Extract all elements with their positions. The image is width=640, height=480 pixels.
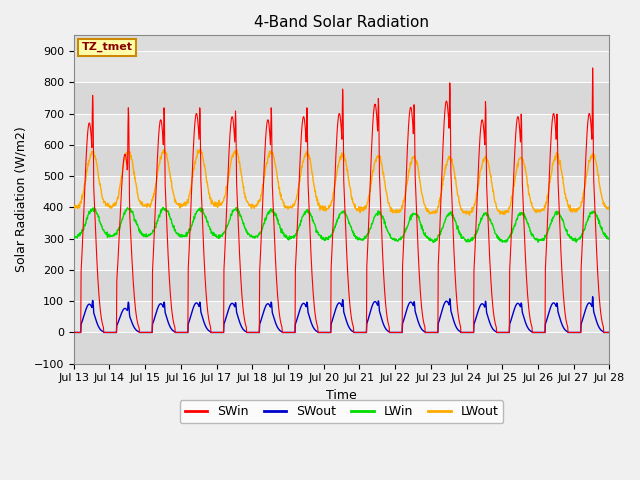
Bar	[74, 333, 609, 364]
Bar	[74, 239, 609, 270]
Bar	[74, 82, 609, 114]
Bar	[74, 114, 609, 145]
Bar	[74, 51, 609, 82]
Bar	[74, 207, 609, 239]
Y-axis label: Solar Radiation (W/m2): Solar Radiation (W/m2)	[15, 127, 28, 273]
Bar	[74, 270, 609, 301]
Bar	[74, 301, 609, 333]
Bar	[74, 176, 609, 207]
X-axis label: Time: Time	[326, 389, 357, 402]
Bar	[74, 145, 609, 176]
Legend: SWin, SWout, LWin, LWout: SWin, SWout, LWin, LWout	[180, 400, 504, 423]
Title: 4-Band Solar Radiation: 4-Band Solar Radiation	[254, 15, 429, 30]
Text: TZ_tmet: TZ_tmet	[82, 42, 132, 52]
